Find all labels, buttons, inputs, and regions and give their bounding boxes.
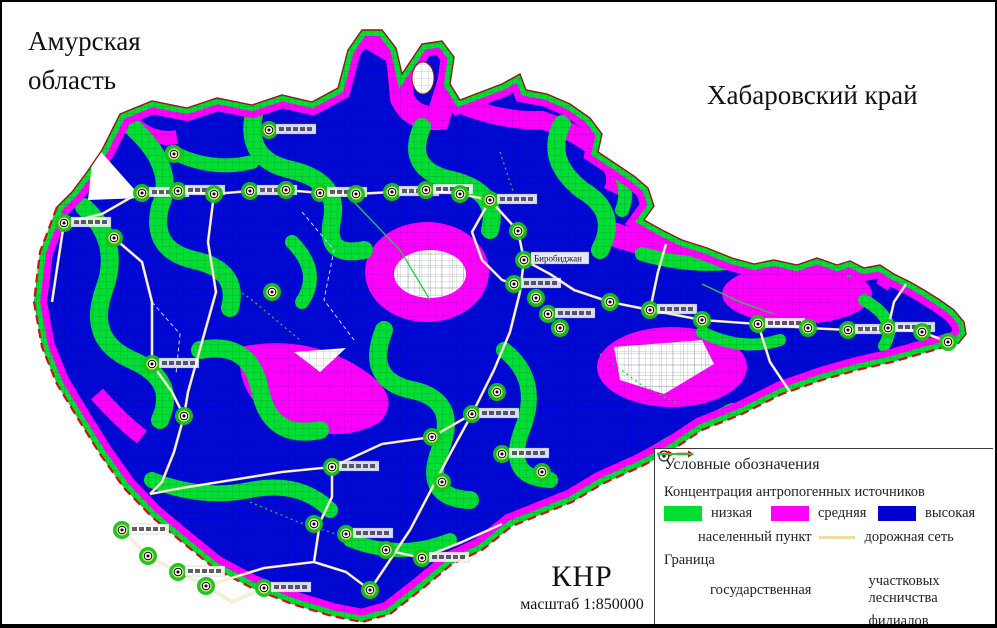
settlement-marker: [527, 289, 545, 307]
regional-border-label: региональная: [710, 622, 827, 625]
settlement-marker: [505, 275, 562, 293]
settlement-marker: [143, 355, 200, 373]
swatch-medium-label: средняя: [818, 505, 867, 521]
legend-point-road-row: населенный пункт дорожная сеть: [658, 450, 985, 546]
settlement-marker: [305, 515, 323, 533]
background-notch: [88, 144, 142, 200]
settlement-marker: [533, 463, 551, 481]
settlement-marker: [337, 525, 394, 543]
settlement-marker: [255, 579, 312, 597]
settlement-marker: [509, 222, 527, 240]
legend-class-low: низкая: [664, 505, 771, 522]
settlement-marker: [539, 305, 596, 323]
settlement-legend-label: населенный пункт: [698, 529, 812, 545]
settlement-marker: [311, 184, 368, 202]
swatch-high-label: высокая: [925, 505, 976, 521]
settlement-marker: [839, 321, 896, 339]
settlement-marker: Биробиджан: [515, 251, 590, 269]
settlement-marker: [113, 521, 170, 539]
legend-class-medium: средняя: [771, 505, 878, 522]
settlement-marker: [913, 323, 931, 341]
settlements: Биробиджан: [55, 121, 957, 599]
settlement-marker: [169, 563, 226, 581]
settlement-label-capital: Биробиджан: [534, 254, 582, 264]
swatch-medium: [771, 506, 809, 521]
label-khabarovsk-krai: Хабаровский край: [707, 80, 918, 110]
settlement-marker: [263, 283, 281, 301]
swatch-high: [878, 506, 916, 521]
settlement-marker: [693, 311, 711, 329]
legend-panel: Условные обозначения Концентрация антроп…: [654, 448, 993, 624]
settlement-marker: [413, 549, 470, 567]
settlement-marker: [175, 407, 193, 425]
settlement-marker: [105, 229, 123, 247]
settlement-marker: [361, 581, 379, 599]
settlement-marker: [133, 184, 190, 202]
settlement-marker: [749, 315, 806, 333]
settlement-marker: [347, 185, 365, 203]
legend-class-high: высокая: [878, 505, 985, 522]
settlement-marker: [451, 185, 469, 203]
boundary-lines: [32, 29, 967, 624]
settlement-marker: [939, 333, 957, 351]
settlement-marker: [377, 541, 395, 559]
settlement-marker: [423, 428, 441, 446]
settlement-marker: [260, 121, 317, 139]
settlement-marker: [799, 319, 817, 337]
state-border-label: государственная: [710, 581, 812, 598]
map-scale: масштаб 1:850000: [520, 596, 644, 613]
legend-border-items: государственная участковых лесничства ре…: [657, 450, 985, 628]
settlement-marker: [205, 185, 223, 203]
settlement-marker: [601, 293, 619, 311]
settlement-marker: [551, 319, 569, 337]
settlement-marker: [641, 301, 698, 319]
settlement-marker: [463, 405, 520, 423]
settlement-marker: [433, 473, 451, 491]
road-legend-label: дорожная сеть: [864, 529, 954, 545]
legend-title: Условные обозначения: [664, 456, 820, 473]
settlement-marker: [488, 383, 506, 401]
legend-border-heading: Граница: [664, 552, 715, 568]
legend-concentration-heading: Концентрация антропогенных источников: [664, 484, 925, 500]
district-forestry-label: участковых лесничства: [868, 573, 940, 606]
settlement-marker: [277, 181, 295, 199]
swatch-low-label: низкая: [711, 505, 753, 521]
label-china-block: КНР масштаб 1:850000: [497, 560, 667, 614]
label-china: КНР: [551, 560, 613, 593]
settlement-marker: [481, 191, 538, 209]
branch-forestry-label: филиалов лесничества: [868, 613, 929, 628]
swatch-low: [664, 506, 702, 521]
settlement-marker: [493, 445, 550, 463]
settlement-marker: [323, 458, 380, 476]
settlement-marker: [165, 145, 183, 163]
label-amur-oblast: Амурская область: [28, 26, 141, 96]
legend-concentration-classes: низкая средняя высокая: [664, 505, 985, 522]
settlement-marker: [197, 577, 215, 595]
road-line-icon: [818, 536, 865, 539]
settlement-marker: [139, 547, 157, 565]
settlement-marker: [55, 214, 112, 232]
